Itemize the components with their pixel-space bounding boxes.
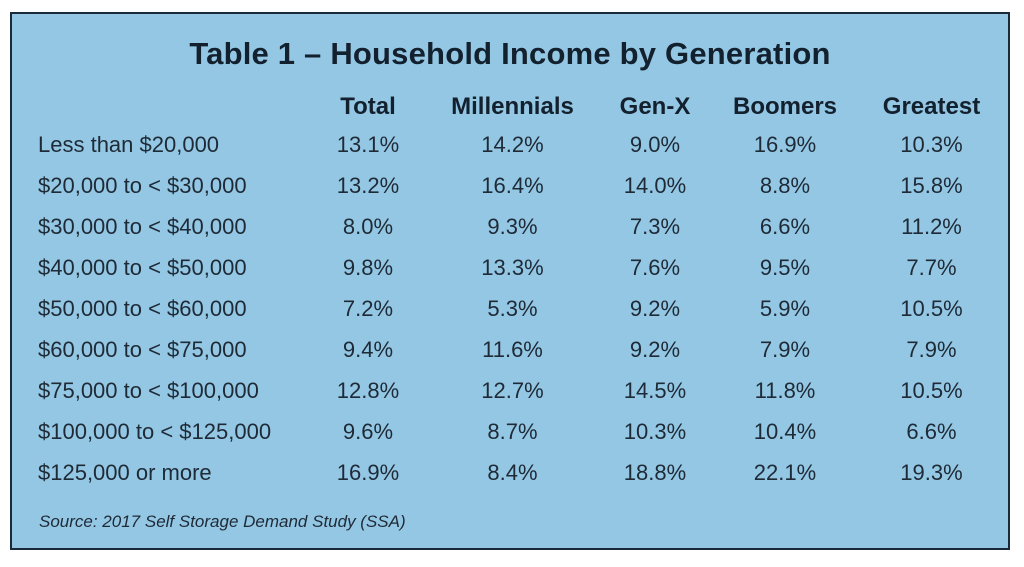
table-title: Table 1 – Household Income by Generation	[189, 36, 831, 71]
value-cell: 9.2%	[629, 337, 681, 362]
value-cell: 10.3%	[623, 419, 687, 444]
value-cell: 8.8%	[759, 173, 811, 198]
header-cell-greatest: Greatest	[882, 93, 981, 120]
value-cell: 7.3%	[629, 214, 681, 239]
value-cell: 16.9%	[336, 460, 400, 485]
header-cell-total: Total	[340, 93, 396, 120]
value-cell: 7.2%	[342, 296, 394, 321]
value-cell: 12.7%	[481, 378, 544, 403]
value-cell: 13.2%	[336, 173, 400, 198]
value-cell: 10.5%	[900, 296, 963, 321]
header-cell-millennials: Millennials	[451, 93, 574, 120]
row-label: $60,000 to < $75,000	[38, 337, 247, 362]
value-cell: 7.9%	[906, 337, 957, 362]
table-row: $100,000 to < $125,000 9.6% 8.7% 10.3% 10.4%…	[28, 411, 1003, 452]
table-row: $60,000 to < $75,000 9.4% 11.6% 9.2% 7.9% 7.9…	[28, 329, 1003, 370]
header-cell-boomers: Boomers	[732, 93, 838, 120]
value-cell: 7.9%	[759, 337, 811, 362]
value-cell: 10.5%	[900, 378, 963, 403]
value-cell: 9.0%	[629, 132, 681, 157]
value-cell: 9.2%	[629, 296, 681, 321]
row-label: $50,000 to < $60,000	[38, 296, 247, 321]
value-cell: 19.3%	[900, 460, 963, 485]
value-cell: 13.1%	[336, 132, 400, 157]
value-cell: 5.9%	[759, 296, 811, 321]
value-cell: 12.8%	[336, 378, 400, 403]
value-cell: 10.3%	[900, 132, 963, 157]
row-label: $100,000 to < $125,000	[38, 419, 272, 444]
table-row: $75,000 to < $100,000 12.8% 12.7% 14.5% 11.8…	[28, 370, 1003, 411]
table-panel: Table 1 – Household Income by Generation…	[10, 12, 1010, 550]
table-row: $30,000 to < $40,000 8.0% 9.3% 7.3% 6.6% 11.2…	[28, 206, 1003, 247]
value-cell: 9.8%	[342, 255, 394, 280]
value-cell: 18.8%	[623, 460, 687, 485]
row-label: $75,000 to < $100,000	[38, 378, 259, 403]
value-cell: 9.3%	[487, 214, 538, 239]
table-row: $40,000 to < $50,000 9.8% 13.3% 7.6% 9.5% 7.7…	[28, 247, 1003, 288]
value-cell: 15.8%	[900, 173, 963, 198]
value-cell: 14.5%	[623, 378, 687, 403]
table-row: $50,000 to < $60,000 7.2% 5.3% 9.2% 5.9% 10.5…	[28, 288, 1003, 329]
source-note: Source: 2017 Self Storage Demand Study (…	[39, 512, 406, 531]
value-cell: 14.2%	[481, 132, 544, 157]
value-cell: 11.8%	[754, 378, 816, 403]
income-table: Total Millennials Gen-X Boomers Greatest…	[28, 90, 1003, 493]
value-cell: 22.1%	[753, 460, 817, 485]
value-cell: 8.7%	[487, 419, 538, 444]
value-cell: 9.5%	[759, 255, 811, 280]
value-cell: 8.4%	[487, 460, 538, 485]
value-cell: 10.4%	[753, 419, 817, 444]
row-label: $30,000 to < $40,000	[38, 214, 247, 239]
header-cell-genx: Gen-X	[619, 93, 691, 120]
value-cell: 7.6%	[629, 255, 681, 280]
table-body: Less than $20,000 13.1% 14.2% 9.0% 16.9% 10.3…	[28, 124, 1003, 493]
row-label: $40,000 to < $50,000	[38, 255, 247, 280]
value-cell: 9.6%	[342, 419, 394, 444]
value-cell: 11.2%	[901, 214, 962, 239]
header-cell-blank	[28, 90, 311, 124]
value-cell: 16.4%	[481, 173, 544, 198]
value-cell: 14.0%	[623, 173, 687, 198]
header-row: Total Millennials Gen-X Boomers Greatest	[28, 90, 1003, 124]
value-cell: 11.6%	[482, 337, 543, 362]
table-row: $125,000 or more 16.9% 8.4% 18.8% 22.1% 19.3%	[28, 452, 1003, 493]
value-cell: 7.7%	[906, 255, 957, 280]
row-label: $20,000 to < $30,000	[38, 173, 247, 198]
value-cell: 8.0%	[342, 214, 394, 239]
value-cell: 5.3%	[487, 296, 538, 321]
value-cell: 6.6%	[759, 214, 811, 239]
value-cell: 6.6%	[906, 419, 957, 444]
value-cell: 13.3%	[481, 255, 544, 280]
row-label: Less than $20,000	[38, 132, 220, 157]
value-cell: 9.4%	[342, 337, 394, 362]
table-row: Less than $20,000 13.1% 14.2% 9.0% 16.9% 10.3…	[28, 124, 1003, 165]
row-label: $125,000 or more	[38, 460, 212, 485]
value-cell: 16.9%	[753, 132, 817, 157]
table-row: $20,000 to < $30,000 13.2% 16.4% 14.0% 8.8% 1…	[28, 165, 1003, 206]
